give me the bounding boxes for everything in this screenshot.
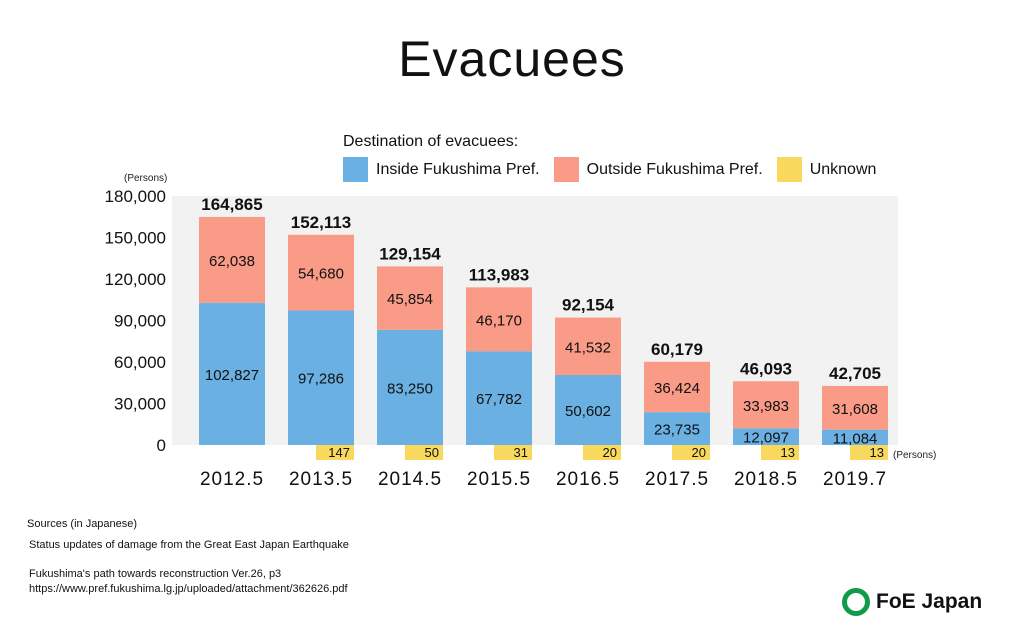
total-label: 60,179 bbox=[651, 340, 703, 359]
bar-outside bbox=[466, 287, 532, 352]
data-label-inside: 11,084 bbox=[833, 430, 878, 447]
total-label: 152,113 bbox=[291, 213, 352, 232]
source-line-4: https://www.pref.fukushima.lg.jp/uploade… bbox=[29, 583, 348, 595]
bar-outside bbox=[733, 381, 799, 429]
data-label-outside: 45,854 bbox=[387, 291, 433, 308]
bar-inside bbox=[644, 412, 710, 445]
legend: Inside Fukushima Pref. Outside Fukushima… bbox=[343, 157, 890, 182]
x-tick-label: 2018.5 bbox=[734, 469, 798, 490]
bar-unknown bbox=[761, 445, 799, 460]
x-unit-label: (Persons) bbox=[893, 450, 936, 461]
data-label-inside: 67,782 bbox=[476, 391, 522, 408]
bar-unknown bbox=[316, 445, 354, 460]
bar-inside bbox=[555, 375, 621, 445]
bar-inside bbox=[377, 329, 443, 445]
data-label-outside: 41,532 bbox=[565, 339, 611, 356]
legend-label-unknown: Unknown bbox=[809, 160, 877, 178]
bar-inside bbox=[822, 429, 888, 445]
legend-item-unknown: Unknown bbox=[776, 157, 877, 182]
data-label-inside: 83,250 bbox=[387, 380, 433, 397]
x-tick-label: 2014.5 bbox=[378, 469, 442, 490]
data-label-inside: 50,602 bbox=[565, 403, 611, 420]
x-tick-label: 2017.5 bbox=[645, 469, 709, 490]
data-label-inside: 102,827 bbox=[205, 367, 259, 384]
sources-block: Sources (in Japanese) Status updates of … bbox=[27, 517, 349, 597]
source-line-1: Status updates of damage from the Great … bbox=[29, 539, 349, 551]
data-label-inside: 23,735 bbox=[654, 422, 700, 439]
bar-unknown bbox=[405, 445, 443, 460]
legend-swatch-unknown bbox=[776, 157, 802, 182]
bar-outside bbox=[288, 234, 354, 311]
source-line-2 bbox=[27, 553, 349, 567]
y-tick-label: 150,000 bbox=[105, 229, 166, 248]
source-line-3: Fukushima's path towards reconstruction … bbox=[29, 568, 282, 580]
bar-unknown bbox=[494, 445, 532, 460]
y-unit-label: (Persons) bbox=[124, 173, 167, 184]
data-label-inside: 12,097 bbox=[743, 430, 789, 447]
legend-swatch-outside bbox=[553, 157, 579, 182]
x-tick-label: 2019.7 bbox=[823, 469, 887, 490]
logo-text: FoE Japan bbox=[876, 590, 983, 613]
data-label-outside: 33,983 bbox=[743, 398, 789, 415]
data-label-unknown: 20 bbox=[603, 445, 617, 460]
bar-inside bbox=[466, 351, 532, 445]
data-label-unknown: 50 bbox=[425, 445, 439, 460]
bar-inside bbox=[199, 302, 265, 445]
y-tick-label: 0 bbox=[157, 436, 166, 455]
x-tick-label: 2012.5 bbox=[200, 469, 264, 490]
total-label: 164,865 bbox=[201, 195, 262, 214]
sources-heading: Sources (in Japanese) bbox=[27, 518, 138, 530]
data-label-unknown: 20 bbox=[692, 445, 706, 460]
bar-outside bbox=[555, 317, 621, 376]
logo-ring-icon bbox=[842, 588, 870, 616]
bar-outside bbox=[377, 266, 443, 330]
data-label-outside: 36,424 bbox=[654, 380, 700, 397]
bar-outside bbox=[822, 385, 888, 430]
y-tick-label: 60,000 bbox=[114, 353, 166, 372]
legend-swatch-inside bbox=[343, 157, 368, 182]
data-label-outside: 46,170 bbox=[476, 312, 522, 329]
bar-inside bbox=[288, 310, 354, 445]
total-label: 46,093 bbox=[740, 359, 792, 378]
data-label-inside: 97,286 bbox=[298, 371, 344, 388]
total-label: 42,705 bbox=[829, 364, 881, 383]
bar-outside bbox=[644, 361, 710, 413]
legend-item-outside: Outside Fukushima Pref. bbox=[553, 157, 763, 182]
data-label-unknown: 147 bbox=[328, 445, 350, 460]
foe-japan-logo: FoE Japan bbox=[842, 588, 982, 616]
bar-unknown bbox=[583, 445, 621, 460]
legend-title: Destination of evacuees: bbox=[343, 133, 519, 150]
bar-unknown bbox=[672, 445, 710, 460]
y-tick-label: 180,000 bbox=[105, 187, 166, 206]
total-label: 92,154 bbox=[562, 296, 615, 315]
data-label-outside: 54,680 bbox=[298, 266, 344, 283]
y-tick-label: 90,000 bbox=[114, 312, 166, 331]
bar-unknown bbox=[850, 445, 888, 460]
y-tick-label: 120,000 bbox=[105, 270, 166, 289]
data-label-unknown: 13 bbox=[781, 445, 795, 460]
legend-label-inside: Inside Fukushima Pref. bbox=[376, 160, 540, 178]
legend-item-inside: Inside Fukushima Pref. bbox=[343, 157, 540, 182]
x-tick-label: 2013.5 bbox=[289, 469, 353, 490]
bar-inside bbox=[733, 428, 799, 445]
bar-outside bbox=[199, 216, 265, 303]
total-label: 113,983 bbox=[469, 265, 530, 284]
data-label-unknown: 31 bbox=[514, 445, 528, 460]
total-label: 129,154 bbox=[379, 244, 441, 263]
legend-label-outside: Outside Fukushima Pref. bbox=[586, 160, 763, 178]
data-label-outside: 62,038 bbox=[209, 253, 255, 270]
data-label-outside: 31,608 bbox=[832, 401, 878, 418]
x-tick-label: 2016.5 bbox=[556, 469, 620, 490]
y-tick-label: 30,000 bbox=[114, 395, 166, 414]
x-tick-label: 2015.5 bbox=[467, 469, 531, 490]
page-title: Evacuees bbox=[398, 31, 626, 87]
data-label-unknown: 13 bbox=[870, 445, 884, 460]
